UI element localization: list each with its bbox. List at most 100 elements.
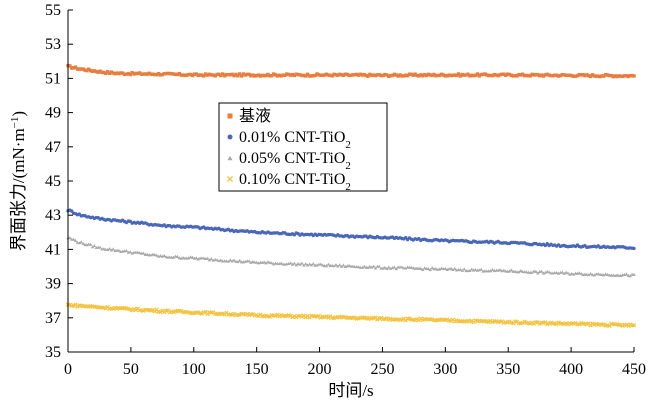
data-point [113, 72, 117, 76]
y-tick-label: 53 [45, 36, 61, 53]
data-point [577, 72, 581, 77]
data-point [202, 256, 206, 260]
data-point [217, 72, 221, 76]
data-point [79, 67, 83, 71]
data-point [460, 268, 465, 272]
data-point [271, 72, 276, 76]
data-point [536, 73, 540, 77]
data-point [224, 259, 229, 263]
data-point [160, 72, 165, 77]
data-point [304, 74, 308, 78]
data-point [564, 270, 568, 274]
data-point [426, 267, 431, 271]
data-point [553, 73, 557, 77]
data-point [219, 73, 223, 78]
data-point [300, 261, 304, 265]
data-point [175, 254, 180, 258]
data-point [102, 70, 106, 75]
x-tick-label: 200 [308, 361, 332, 378]
y-tick-label: 37 [45, 310, 61, 327]
data-point [490, 73, 495, 78]
data-point [568, 73, 572, 77]
data-point [141, 251, 146, 255]
data-point [334, 73, 338, 77]
data-point [107, 71, 112, 76]
data-point [83, 68, 87, 72]
data-point [562, 73, 566, 77]
data-point [513, 74, 517, 78]
data-point [602, 273, 606, 277]
data-point [545, 269, 549, 273]
data-point [173, 72, 178, 76]
data-point [443, 266, 448, 270]
data-point [539, 269, 544, 273]
data-point [362, 72, 366, 77]
data-point [209, 73, 214, 77]
y-tick-label: 43 [45, 207, 61, 224]
data-point [594, 74, 598, 78]
data-point [326, 73, 331, 77]
data-point [392, 72, 397, 77]
data-point [366, 265, 370, 269]
data-point [260, 73, 265, 78]
data-point [590, 73, 595, 77]
data-point [364, 73, 368, 78]
data-point [117, 71, 121, 76]
x-tick-label: 100 [182, 361, 206, 378]
data-point [470, 267, 474, 271]
data-point [315, 72, 319, 76]
data-point [360, 73, 365, 77]
data-point [624, 74, 629, 78]
data-point [300, 73, 304, 78]
data-point [141, 72, 146, 76]
data-point [396, 74, 400, 78]
y-tick-label: 45 [45, 173, 61, 190]
legend-label: 0.05% CNT-TiO2 [239, 150, 351, 172]
data-point [196, 257, 200, 261]
data-point [458, 267, 463, 271]
data-point [566, 73, 570, 78]
data-point [71, 237, 76, 241]
data-point [556, 271, 561, 275]
data-point [305, 263, 310, 267]
data-point [227, 155, 233, 161]
data-point [441, 73, 446, 77]
data-point [326, 262, 331, 266]
data-point [311, 262, 315, 266]
data-point [256, 73, 261, 77]
data-point [213, 74, 217, 78]
data-point [168, 71, 172, 76]
data-point [570, 73, 574, 78]
data-point [466, 72, 470, 76]
y-axis-title-main: 界面张力/(mN·m [9, 128, 28, 251]
data-point [185, 73, 189, 77]
data-point [388, 73, 393, 78]
legend-label-sub: 2 [345, 181, 351, 193]
data-point [296, 262, 300, 266]
data-point [571, 74, 576, 78]
data-point [602, 74, 606, 78]
data-point [358, 72, 363, 76]
data-point [215, 258, 219, 262]
data-point [330, 74, 334, 78]
data-point [190, 73, 195, 78]
x-tick-label: 350 [496, 361, 520, 378]
data-point [228, 258, 232, 262]
x-tick-label: 300 [433, 361, 457, 378]
data-point [227, 134, 233, 140]
data-point [577, 271, 581, 275]
data-point [264, 261, 268, 265]
data-point [479, 72, 483, 77]
data-point [190, 255, 195, 259]
data-point [524, 270, 529, 274]
data-point [470, 73, 474, 77]
data-point [560, 270, 565, 274]
data-point [419, 73, 423, 77]
data-point [573, 74, 578, 78]
series-3 [66, 236, 636, 278]
data-point [526, 73, 531, 78]
data-point [230, 72, 234, 77]
data-point [90, 69, 95, 73]
y-tick-label: 49 [45, 105, 61, 122]
